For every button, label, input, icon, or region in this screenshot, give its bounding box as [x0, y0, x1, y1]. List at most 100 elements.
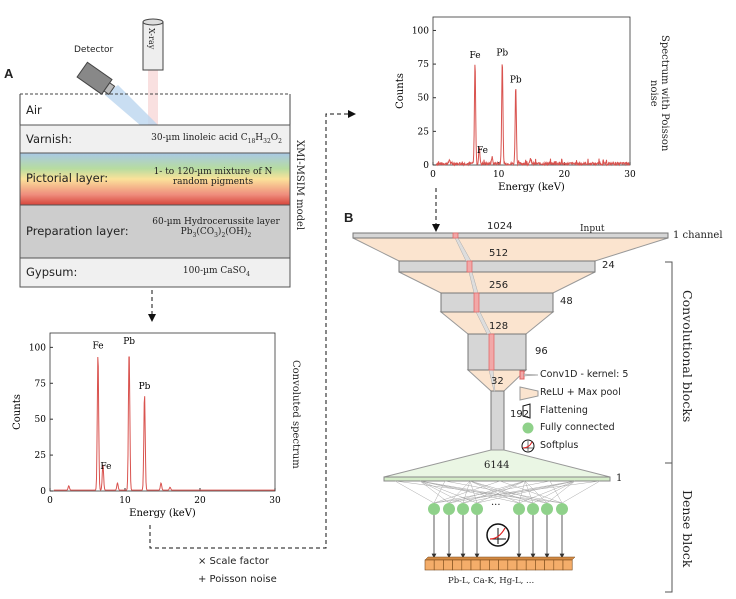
output-cell: [461, 559, 472, 571]
conv3-channels: 96: [535, 346, 548, 357]
input-channels: 1 channel: [673, 230, 723, 241]
fc-connection: [499, 480, 563, 504]
output-cell: [498, 559, 509, 571]
panel-b-label: B: [344, 210, 354, 225]
kernel: [466, 260, 473, 273]
node-ellipsis: ···: [491, 500, 501, 511]
legend-softplus: Softplus: [540, 440, 579, 451]
fc-legend-icon: [522, 422, 534, 434]
output-cell: [470, 559, 481, 571]
conv1-channels: 24: [602, 260, 615, 271]
scale-factor-label: × Scale factor: [198, 556, 269, 567]
fc-node: [428, 503, 440, 515]
output-cell: [516, 559, 527, 571]
dense-block-label: Dense block: [680, 490, 695, 568]
peak-label: Fe: [469, 51, 480, 61]
output-vector-top: [424, 556, 576, 561]
layer-name: Varnish:: [26, 132, 73, 146]
output-cell: [452, 559, 463, 571]
flatten-legend-icon: [522, 403, 531, 419]
dense-size: 6144: [484, 460, 510, 471]
legend-flatten: Flattening: [540, 405, 588, 416]
xray-beam: [148, 70, 158, 125]
layer-desc: 30-µm linoleic acid C18H32O2: [151, 133, 282, 145]
layer-name: Pictorial layer:: [26, 171, 109, 185]
fc-connection: [549, 480, 563, 504]
fc-connection: [433, 480, 446, 504]
fc-connection: [419, 480, 548, 504]
detector-label: Detector: [74, 45, 114, 55]
peak-label: Fe: [477, 146, 488, 156]
conv3-size: 128: [489, 321, 509, 332]
conv-legend-icon: [519, 370, 539, 380]
y-tick-label: 0: [40, 487, 46, 497]
fc-connection: [469, 480, 534, 504]
x-axis-label: Energy (keV): [498, 182, 565, 193]
conv1-size: 512: [489, 248, 509, 259]
output-cell: [507, 559, 518, 571]
output-cell: [535, 559, 545, 571]
plot-frame: [432, 16, 631, 166]
y-tick-label: 75: [35, 379, 47, 389]
noisy-label: Spectrum with Poisson noise: [648, 34, 670, 152]
output-cell: [489, 559, 499, 571]
input-label: Input: [580, 224, 605, 234]
fc-node: [471, 503, 483, 515]
layer-gypsum: Gypsum: 100-µm CaSO4: [20, 258, 290, 287]
input-layer: [352, 232, 669, 239]
y-tick-label: 75: [418, 60, 430, 70]
flatten-size: 192: [510, 409, 530, 420]
fc-connection: [524, 480, 534, 504]
layer-varnish: Varnish: 30-µm linoleic acid C18H32O2: [20, 125, 290, 153]
x-tick-label: 0: [47, 496, 53, 506]
output-cell: [433, 559, 444, 571]
legend-fc: Fully connected: [540, 422, 615, 433]
conv-layer-2: [440, 292, 554, 313]
fc-connection: [448, 480, 526, 504]
fc-connection: [518, 480, 576, 504]
conv-layer-3: [467, 333, 527, 371]
flatten-layer: [490, 390, 505, 451]
layer-name: Preparation layer:: [26, 224, 129, 238]
convoluted-spectrum-chart: 0 10 20 30 0 25 50 75 100 Energy (keV) Counts Fe Fe P…: [12, 332, 281, 519]
x-tick-label: 20: [559, 170, 571, 180]
fc-connection: [469, 480, 478, 504]
model-label: XMI-MSIM model: [294, 140, 305, 231]
fc-node: [443, 503, 455, 515]
fc-connection: [394, 480, 563, 504]
conv-blocks-bracket: [665, 261, 673, 464]
fc-node: [457, 503, 469, 515]
layer-desc: 1- to 120-µm mixture of N random pigment…: [153, 167, 273, 187]
y-axis-label: Counts: [395, 73, 406, 109]
y-tick-label: 25: [35, 451, 47, 461]
fc-node: [527, 503, 539, 515]
kernel: [473, 292, 480, 313]
detector-icon: [76, 61, 116, 96]
x-axis-label: Energy (keV): [129, 508, 196, 519]
arrow-to-noisy: [149, 110, 356, 549]
fc-connection: [469, 480, 520, 504]
input-size: 1024: [487, 221, 513, 232]
y-tick-label: 25: [418, 127, 430, 137]
pool-size: 32: [491, 376, 504, 387]
legend-conv: Conv1D - kernel: 5: [540, 369, 629, 380]
fc-connection: [419, 480, 450, 504]
xray-tube-icon: [142, 18, 164, 71]
conv-layer-1: [398, 260, 596, 273]
y-tick-label: 50: [418, 94, 430, 104]
output-cell: [544, 559, 555, 571]
xray-label: X-ray: [147, 28, 156, 50]
relu-legend-icon: [519, 386, 539, 401]
output-cell: [479, 559, 490, 571]
output-cell: [525, 559, 536, 571]
kernel: [452, 232, 459, 239]
peak-label: Fe: [100, 462, 111, 472]
fc-connection: [476, 480, 576, 504]
layer-preparation: Preparation layer: 60-µm Hydrocerussite …: [20, 205, 290, 258]
y-tick-label: 100: [29, 343, 46, 353]
x-tick-label: 10: [119, 496, 131, 506]
softplus-icon: [486, 523, 510, 547]
layer-desc: 100-µm CaSO4: [182, 266, 250, 278]
y-tick-label: 0: [423, 161, 429, 171]
